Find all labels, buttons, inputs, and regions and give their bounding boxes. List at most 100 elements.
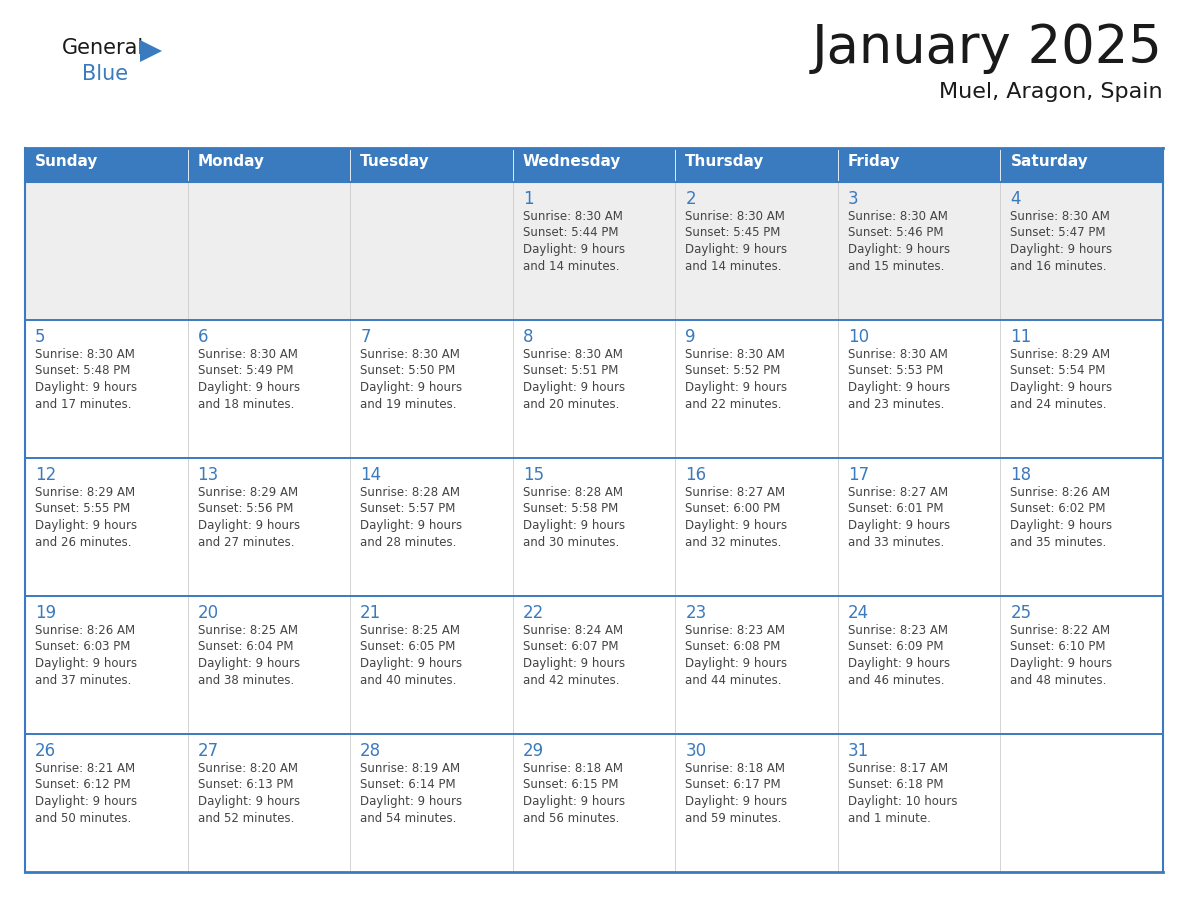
Text: Sunrise: 8:29 AM
Sunset: 5:55 PM
Daylight: 9 hours
and 26 minutes.: Sunrise: 8:29 AM Sunset: 5:55 PM Dayligh… xyxy=(34,486,137,548)
Text: Sunrise: 8:18 AM
Sunset: 6:15 PM
Daylight: 9 hours
and 56 minutes.: Sunrise: 8:18 AM Sunset: 6:15 PM Dayligh… xyxy=(523,762,625,824)
Text: 14: 14 xyxy=(360,466,381,484)
Bar xyxy=(25,596,188,734)
Bar xyxy=(350,734,513,872)
Text: 21: 21 xyxy=(360,604,381,622)
Text: Sunrise: 8:24 AM
Sunset: 6:07 PM
Daylight: 9 hours
and 42 minutes.: Sunrise: 8:24 AM Sunset: 6:07 PM Dayligh… xyxy=(523,624,625,687)
Bar xyxy=(1000,148,1163,182)
Text: Sunrise: 8:23 AM
Sunset: 6:09 PM
Daylight: 9 hours
and 46 minutes.: Sunrise: 8:23 AM Sunset: 6:09 PM Dayligh… xyxy=(848,624,950,687)
Bar xyxy=(838,148,1000,182)
Text: Sunrise: 8:23 AM
Sunset: 6:08 PM
Daylight: 9 hours
and 44 minutes.: Sunrise: 8:23 AM Sunset: 6:08 PM Dayligh… xyxy=(685,624,788,687)
Text: 4: 4 xyxy=(1011,190,1020,208)
Bar xyxy=(25,182,188,320)
Text: Sunrise: 8:30 AM
Sunset: 5:46 PM
Daylight: 9 hours
and 15 minutes.: Sunrise: 8:30 AM Sunset: 5:46 PM Dayligh… xyxy=(848,210,950,273)
Bar xyxy=(675,182,838,320)
Text: Sunrise: 8:30 AM
Sunset: 5:53 PM
Daylight: 9 hours
and 23 minutes.: Sunrise: 8:30 AM Sunset: 5:53 PM Dayligh… xyxy=(848,348,950,410)
Bar xyxy=(188,148,350,182)
Bar xyxy=(25,458,188,596)
Text: Saturday: Saturday xyxy=(1011,154,1088,169)
Text: 10: 10 xyxy=(848,328,868,346)
Bar xyxy=(350,320,513,458)
Text: 16: 16 xyxy=(685,466,707,484)
Text: Sunrise: 8:30 AM
Sunset: 5:45 PM
Daylight: 9 hours
and 14 minutes.: Sunrise: 8:30 AM Sunset: 5:45 PM Dayligh… xyxy=(685,210,788,273)
Text: Sunrise: 8:30 AM
Sunset: 5:51 PM
Daylight: 9 hours
and 20 minutes.: Sunrise: 8:30 AM Sunset: 5:51 PM Dayligh… xyxy=(523,348,625,410)
Bar xyxy=(675,734,838,872)
Bar xyxy=(25,148,188,182)
Text: Sunrise: 8:27 AM
Sunset: 6:00 PM
Daylight: 9 hours
and 32 minutes.: Sunrise: 8:27 AM Sunset: 6:00 PM Dayligh… xyxy=(685,486,788,548)
Text: Sunrise: 8:25 AM
Sunset: 6:05 PM
Daylight: 9 hours
and 40 minutes.: Sunrise: 8:25 AM Sunset: 6:05 PM Dayligh… xyxy=(360,624,462,687)
Bar xyxy=(188,458,350,596)
Bar xyxy=(1000,320,1163,458)
Text: Sunrise: 8:19 AM
Sunset: 6:14 PM
Daylight: 9 hours
and 54 minutes.: Sunrise: 8:19 AM Sunset: 6:14 PM Dayligh… xyxy=(360,762,462,824)
Text: 9: 9 xyxy=(685,328,696,346)
Polygon shape xyxy=(140,40,162,62)
Bar xyxy=(350,458,513,596)
Text: 24: 24 xyxy=(848,604,868,622)
Text: 30: 30 xyxy=(685,742,707,760)
Bar xyxy=(188,320,350,458)
Bar xyxy=(513,458,675,596)
Text: 26: 26 xyxy=(34,742,56,760)
Text: Sunrise: 8:17 AM
Sunset: 6:18 PM
Daylight: 10 hours
and 1 minute.: Sunrise: 8:17 AM Sunset: 6:18 PM Dayligh… xyxy=(848,762,958,824)
Bar xyxy=(350,148,513,182)
Text: 1: 1 xyxy=(523,190,533,208)
Text: Sunrise: 8:22 AM
Sunset: 6:10 PM
Daylight: 9 hours
and 48 minutes.: Sunrise: 8:22 AM Sunset: 6:10 PM Dayligh… xyxy=(1011,624,1112,687)
Text: Sunrise: 8:28 AM
Sunset: 5:57 PM
Daylight: 9 hours
and 28 minutes.: Sunrise: 8:28 AM Sunset: 5:57 PM Dayligh… xyxy=(360,486,462,548)
Text: Sunrise: 8:29 AM
Sunset: 5:56 PM
Daylight: 9 hours
and 27 minutes.: Sunrise: 8:29 AM Sunset: 5:56 PM Dayligh… xyxy=(197,486,299,548)
Bar xyxy=(675,458,838,596)
Text: 22: 22 xyxy=(523,604,544,622)
Bar xyxy=(350,596,513,734)
Bar xyxy=(188,182,350,320)
Text: General: General xyxy=(62,38,144,58)
Text: Sunrise: 8:26 AM
Sunset: 6:03 PM
Daylight: 9 hours
and 37 minutes.: Sunrise: 8:26 AM Sunset: 6:03 PM Dayligh… xyxy=(34,624,137,687)
Text: 8: 8 xyxy=(523,328,533,346)
Bar xyxy=(513,148,675,182)
Text: Sunrise: 8:28 AM
Sunset: 5:58 PM
Daylight: 9 hours
and 30 minutes.: Sunrise: 8:28 AM Sunset: 5:58 PM Dayligh… xyxy=(523,486,625,548)
Text: 15: 15 xyxy=(523,466,544,484)
Text: 11: 11 xyxy=(1011,328,1031,346)
Text: 17: 17 xyxy=(848,466,868,484)
Text: 2: 2 xyxy=(685,190,696,208)
Text: Blue: Blue xyxy=(82,64,128,84)
Text: 27: 27 xyxy=(197,742,219,760)
Text: Thursday: Thursday xyxy=(685,154,765,169)
Text: 31: 31 xyxy=(848,742,870,760)
Bar xyxy=(675,596,838,734)
Bar xyxy=(1000,458,1163,596)
Text: 6: 6 xyxy=(197,328,208,346)
Bar xyxy=(513,596,675,734)
Text: 3: 3 xyxy=(848,190,859,208)
Text: Sunrise: 8:18 AM
Sunset: 6:17 PM
Daylight: 9 hours
and 59 minutes.: Sunrise: 8:18 AM Sunset: 6:17 PM Dayligh… xyxy=(685,762,788,824)
Bar xyxy=(838,596,1000,734)
Text: Sunrise: 8:30 AM
Sunset: 5:48 PM
Daylight: 9 hours
and 17 minutes.: Sunrise: 8:30 AM Sunset: 5:48 PM Dayligh… xyxy=(34,348,137,410)
Text: Monday: Monday xyxy=(197,154,265,169)
Text: Sunrise: 8:27 AM
Sunset: 6:01 PM
Daylight: 9 hours
and 33 minutes.: Sunrise: 8:27 AM Sunset: 6:01 PM Dayligh… xyxy=(848,486,950,548)
Text: 13: 13 xyxy=(197,466,219,484)
Text: Sunrise: 8:29 AM
Sunset: 5:54 PM
Daylight: 9 hours
and 24 minutes.: Sunrise: 8:29 AM Sunset: 5:54 PM Dayligh… xyxy=(1011,348,1112,410)
Text: Sunrise: 8:30 AM
Sunset: 5:50 PM
Daylight: 9 hours
and 19 minutes.: Sunrise: 8:30 AM Sunset: 5:50 PM Dayligh… xyxy=(360,348,462,410)
Text: Sunrise: 8:26 AM
Sunset: 6:02 PM
Daylight: 9 hours
and 35 minutes.: Sunrise: 8:26 AM Sunset: 6:02 PM Dayligh… xyxy=(1011,486,1112,548)
Bar xyxy=(838,458,1000,596)
Text: Wednesday: Wednesday xyxy=(523,154,621,169)
Text: 19: 19 xyxy=(34,604,56,622)
Text: 20: 20 xyxy=(197,604,219,622)
Text: 7: 7 xyxy=(360,328,371,346)
Bar xyxy=(350,182,513,320)
Text: 18: 18 xyxy=(1011,466,1031,484)
Bar xyxy=(513,734,675,872)
Text: Friday: Friday xyxy=(848,154,901,169)
Bar xyxy=(1000,596,1163,734)
Bar xyxy=(513,320,675,458)
Text: Sunrise: 8:30 AM
Sunset: 5:52 PM
Daylight: 9 hours
and 22 minutes.: Sunrise: 8:30 AM Sunset: 5:52 PM Dayligh… xyxy=(685,348,788,410)
Bar xyxy=(838,320,1000,458)
Text: 23: 23 xyxy=(685,604,707,622)
Text: Sunrise: 8:30 AM
Sunset: 5:49 PM
Daylight: 9 hours
and 18 minutes.: Sunrise: 8:30 AM Sunset: 5:49 PM Dayligh… xyxy=(197,348,299,410)
Bar xyxy=(838,734,1000,872)
Bar xyxy=(188,596,350,734)
Bar xyxy=(25,320,188,458)
Text: Sunday: Sunday xyxy=(34,154,99,169)
Bar xyxy=(1000,734,1163,872)
Bar xyxy=(675,148,838,182)
Text: Sunrise: 8:21 AM
Sunset: 6:12 PM
Daylight: 9 hours
and 50 minutes.: Sunrise: 8:21 AM Sunset: 6:12 PM Dayligh… xyxy=(34,762,137,824)
Text: 5: 5 xyxy=(34,328,45,346)
Bar xyxy=(1000,182,1163,320)
